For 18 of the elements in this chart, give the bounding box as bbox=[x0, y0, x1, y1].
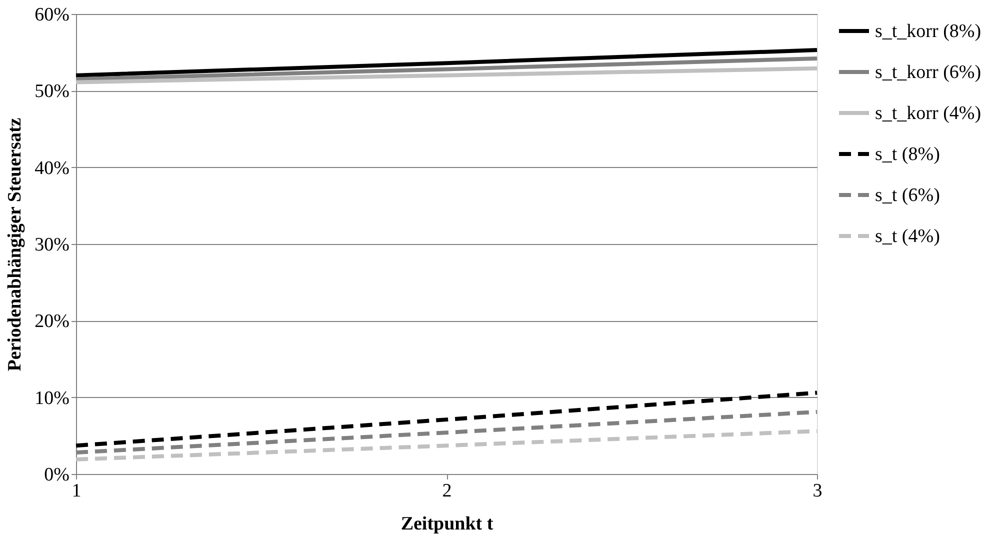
x-tick-label: 3 bbox=[812, 480, 822, 502]
x-axis-title: Zeitpunkt t bbox=[400, 514, 494, 534]
x-tick-label: 2 bbox=[442, 480, 452, 502]
legend-label: s_t (4%) bbox=[875, 226, 940, 247]
y-tick-label: 60% bbox=[34, 4, 70, 26]
legend-label: s_t_korr (6%) bbox=[875, 62, 982, 83]
y-tick-label: 30% bbox=[34, 234, 70, 256]
y-tick-label: 40% bbox=[34, 158, 70, 179]
legend-label: s_t_korr (8%) bbox=[875, 21, 982, 42]
y-tick-label: 50% bbox=[34, 81, 70, 102]
y-tick-label: 20% bbox=[34, 311, 70, 332]
x-tick-label: 1 bbox=[72, 480, 82, 502]
y-tick-label: 10% bbox=[34, 388, 70, 409]
legend-label: s_t (6%) bbox=[875, 185, 940, 206]
legend-label: s_t (8%) bbox=[875, 144, 940, 165]
y-axis-title: Periodenabhängiger Steuersatz bbox=[4, 117, 26, 372]
y-tick-label: 0% bbox=[44, 464, 70, 486]
legend-label: s_t_korr (4%) bbox=[875, 103, 982, 124]
